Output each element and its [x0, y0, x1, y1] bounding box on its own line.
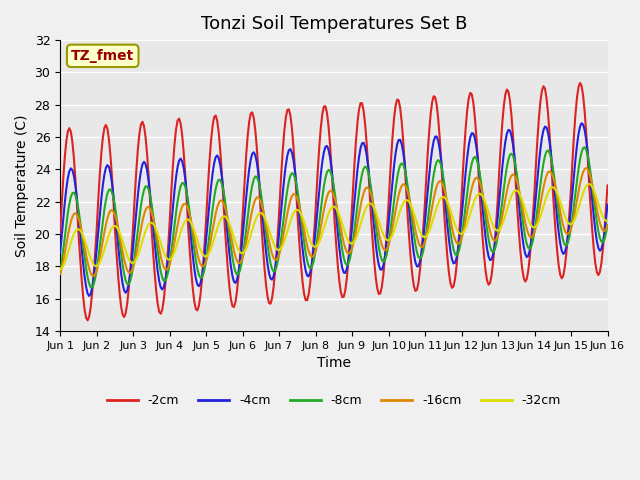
-16cm	[604, 223, 611, 228]
-4cm	[56, 250, 64, 256]
-8cm	[239, 251, 247, 256]
Line: -2cm: -2cm	[60, 83, 607, 320]
Y-axis label: Soil Temperature (C): Soil Temperature (C)	[15, 114, 29, 257]
-16cm	[221, 204, 228, 209]
-8cm	[248, 182, 256, 188]
-4cm	[248, 151, 256, 156]
-2cm	[575, 84, 582, 90]
-16cm	[297, 211, 305, 217]
-2cm	[297, 263, 305, 268]
-2cm	[604, 182, 611, 188]
-8cm	[56, 270, 64, 276]
-16cm	[248, 207, 256, 213]
-4cm	[578, 120, 586, 126]
-32cm	[56, 266, 64, 272]
-2cm	[248, 109, 256, 115]
Line: -4cm: -4cm	[60, 123, 607, 296]
-2cm	[576, 80, 584, 86]
-4cm	[239, 228, 247, 234]
-8cm	[297, 215, 305, 221]
-2cm	[221, 224, 228, 229]
X-axis label: Time: Time	[317, 356, 351, 370]
-4cm	[221, 202, 228, 208]
Line: -32cm: -32cm	[60, 184, 607, 269]
-32cm	[124, 252, 131, 258]
-32cm	[604, 218, 611, 224]
-32cm	[220, 214, 227, 219]
-4cm	[125, 281, 132, 287]
-4cm	[85, 293, 93, 299]
Line: -16cm: -16cm	[60, 168, 607, 276]
-8cm	[88, 285, 96, 290]
-16cm	[90, 273, 97, 279]
-32cm	[573, 210, 581, 216]
-32cm	[586, 181, 593, 187]
Title: Tonzi Soil Temperatures Set B: Tonzi Soil Temperatures Set B	[200, 15, 467, 33]
-2cm	[239, 204, 247, 210]
-4cm	[297, 231, 305, 237]
-8cm	[221, 196, 228, 202]
Line: -8cm: -8cm	[60, 147, 607, 288]
-8cm	[604, 222, 611, 228]
-2cm	[125, 286, 132, 291]
-8cm	[580, 144, 588, 150]
-16cm	[239, 253, 247, 259]
-32cm	[237, 251, 245, 256]
Text: TZ_fmet: TZ_fmet	[71, 49, 134, 63]
-8cm	[125, 281, 132, 287]
-2cm	[84, 317, 92, 323]
-4cm	[575, 131, 582, 137]
-8cm	[575, 166, 582, 172]
-16cm	[56, 271, 64, 277]
Legend: -2cm, -4cm, -8cm, -16cm, -32cm: -2cm, -4cm, -8cm, -16cm, -32cm	[102, 389, 566, 412]
-16cm	[575, 189, 582, 194]
-2cm	[56, 231, 64, 237]
-4cm	[604, 202, 611, 207]
-16cm	[125, 270, 132, 276]
-32cm	[247, 232, 255, 238]
-32cm	[296, 208, 303, 214]
-16cm	[582, 165, 590, 171]
